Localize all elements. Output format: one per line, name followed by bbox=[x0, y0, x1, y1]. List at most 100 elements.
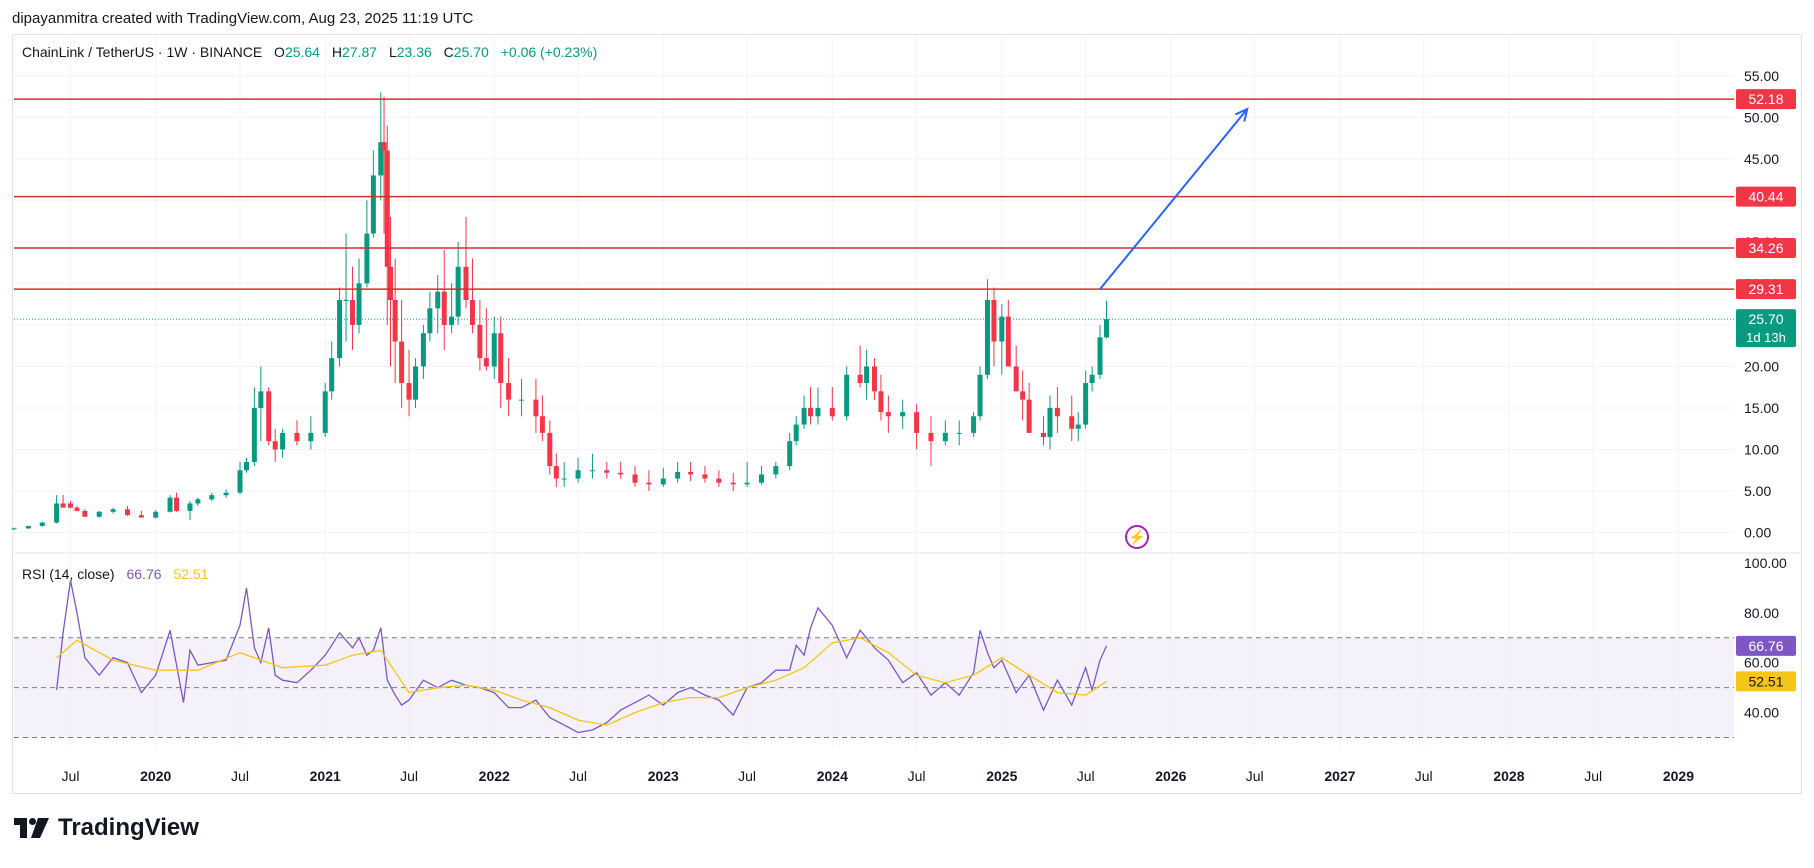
candle-body bbox=[469, 300, 475, 325]
candle-body bbox=[1040, 432, 1046, 438]
level-price-label: 40.44 bbox=[1748, 189, 1783, 205]
candle-body bbox=[971, 416, 977, 433]
candle-body bbox=[589, 470, 595, 472]
candle-body bbox=[618, 472, 624, 475]
candle-body bbox=[864, 366, 870, 384]
candle-body bbox=[308, 432, 314, 442]
symbol-label: ChainLink / TetherUS · 1W · BINANCE bbox=[22, 44, 263, 60]
candle-body bbox=[322, 391, 328, 433]
lightning-icon[interactable]: ⚡ bbox=[1125, 525, 1149, 549]
attribution-text: dipayanmitra created with TradingView.co… bbox=[12, 10, 474, 27]
candle-body bbox=[844, 374, 850, 417]
x-tick-label: Jul bbox=[908, 768, 926, 784]
candle-body bbox=[364, 233, 370, 284]
candle-body bbox=[1054, 407, 1060, 417]
x-tick-label: 2028 bbox=[1493, 768, 1524, 784]
candle-body bbox=[449, 316, 455, 325]
candle-body bbox=[153, 511, 159, 518]
candle-body bbox=[388, 266, 394, 300]
candle-body bbox=[716, 478, 722, 483]
candle-body bbox=[356, 283, 362, 325]
candle-body bbox=[773, 466, 779, 475]
y-tick-label: 10.00 bbox=[1744, 441, 1779, 457]
y-tick-label: 20.00 bbox=[1744, 358, 1779, 374]
x-tick-label: 2022 bbox=[479, 768, 510, 784]
brand-name: TradingView bbox=[58, 814, 199, 841]
candle-body bbox=[498, 333, 504, 384]
projection-arrow bbox=[1099, 108, 1249, 290]
x-tick-label: 2020 bbox=[140, 768, 171, 784]
candle-body bbox=[124, 509, 130, 516]
candle-body bbox=[744, 482, 750, 485]
candle-body bbox=[266, 391, 272, 442]
candle-body bbox=[195, 499, 201, 504]
rsi-value-tag-label: 66.76 bbox=[1748, 638, 1783, 654]
candle-body bbox=[1069, 416, 1075, 429]
candle-body bbox=[977, 374, 983, 417]
candle-body bbox=[885, 412, 891, 417]
candle-body bbox=[243, 461, 249, 471]
candle-body bbox=[258, 391, 264, 408]
candle-body bbox=[956, 432, 962, 434]
open-label: O bbox=[274, 44, 285, 60]
candle-body bbox=[914, 412, 920, 433]
candle-body bbox=[688, 471, 694, 475]
y-tick-label: 0.00 bbox=[1744, 525, 1771, 541]
high-label: H bbox=[331, 44, 342, 60]
candle-body bbox=[399, 341, 405, 384]
rsi-value: 66.76 bbox=[126, 566, 162, 582]
candle-body bbox=[96, 511, 102, 517]
candle-body bbox=[575, 470, 581, 479]
level-price-label: 29.31 bbox=[1748, 281, 1783, 297]
x-tick-label: Jul bbox=[1077, 768, 1095, 784]
rsi-value-tag bbox=[1736, 635, 1796, 656]
candle-body bbox=[506, 383, 512, 400]
candle-body bbox=[1005, 316, 1011, 367]
open-value: 25.64 bbox=[284, 44, 320, 60]
candle-body bbox=[1075, 424, 1081, 429]
x-tick-label: 2026 bbox=[1155, 768, 1186, 784]
level-price-tag bbox=[1736, 279, 1796, 300]
candle-body bbox=[928, 432, 934, 442]
candle-body bbox=[370, 175, 376, 234]
candle-body bbox=[1026, 399, 1032, 433]
chart-frame bbox=[12, 34, 1802, 794]
rsi-ma-value: 52.51 bbox=[173, 566, 209, 582]
low-value: 23.36 bbox=[396, 44, 432, 60]
candle-body bbox=[350, 300, 356, 325]
x-tick-label: 2024 bbox=[817, 768, 848, 784]
candle-body bbox=[11, 528, 17, 530]
candle-body bbox=[67, 503, 73, 508]
candle-body bbox=[604, 470, 610, 473]
y-tick-label: 55.00 bbox=[1744, 68, 1779, 84]
candle-body bbox=[427, 308, 433, 334]
candle-body bbox=[272, 441, 278, 450]
rsi-y-tick-label: 100.00 bbox=[1744, 555, 1787, 571]
rsi-ma-value-tag bbox=[1736, 671, 1796, 692]
candle-body bbox=[553, 466, 559, 479]
candle-body bbox=[1083, 383, 1089, 425]
candle-body bbox=[533, 399, 539, 417]
candle-body bbox=[984, 300, 990, 375]
candle-body bbox=[280, 432, 286, 450]
candle-body bbox=[392, 300, 398, 342]
candle-body bbox=[223, 492, 229, 496]
candle-body bbox=[209, 495, 215, 500]
close-label: C bbox=[443, 44, 454, 60]
x-tick-label: Jul bbox=[62, 768, 80, 784]
candle-body bbox=[174, 497, 180, 511]
candle-body bbox=[758, 474, 764, 483]
level-price-label: 52.18 bbox=[1748, 91, 1783, 107]
candle-body bbox=[294, 432, 300, 442]
candle-body bbox=[25, 525, 31, 529]
candle-body bbox=[329, 358, 335, 392]
y-tick-label: 45.00 bbox=[1744, 151, 1779, 167]
x-tick-label: Jul bbox=[569, 768, 587, 784]
candle-body bbox=[561, 478, 567, 480]
last-price-tag bbox=[1736, 309, 1796, 348]
candle-body bbox=[702, 474, 708, 479]
candle-body bbox=[829, 407, 835, 417]
candle-body bbox=[1047, 407, 1053, 438]
footer-brand: TradingView bbox=[14, 814, 199, 842]
